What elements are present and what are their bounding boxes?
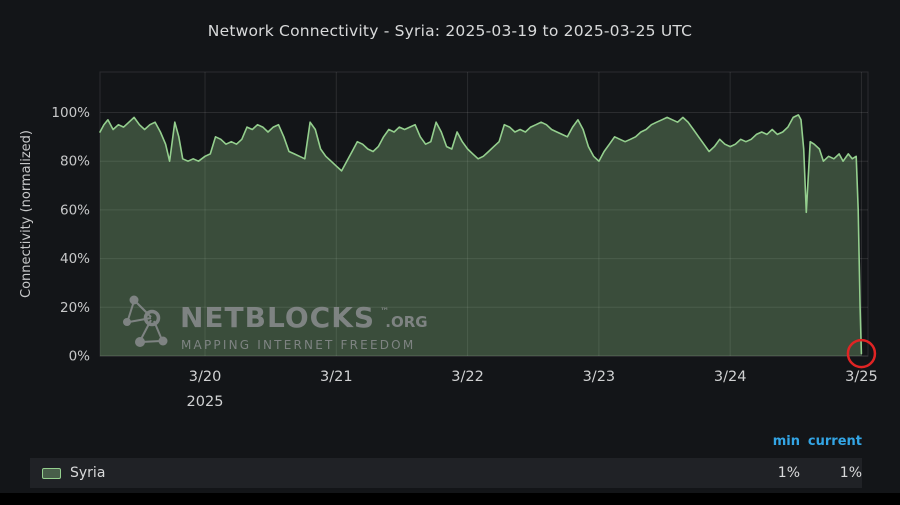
netblocks-watermark: NETBLOCKS ™ .ORG MAPPING INTERNET FREEDO… [123, 295, 428, 352]
legend-row: Syria 1% 1% [30, 458, 862, 488]
series-name-label[interactable]: Syria [70, 465, 106, 481]
x-tick-label: 3/22 [451, 369, 484, 385]
chart-title: Network Connectivity - Syria: 2025-03-19… [207, 22, 693, 40]
legend-header-min[interactable]: min [772, 434, 800, 449]
x-axis-year-label: 2025 [187, 394, 224, 410]
y-tick-label: 20% [60, 300, 90, 316]
y-tick-label: 80% [60, 154, 90, 170]
x-tick-label: 3/21 [320, 369, 353, 385]
x-tick-label: 3/20 [189, 369, 222, 385]
chart-grid [100, 72, 868, 357]
series-line [99, 114, 863, 355]
watermark-tm: ™ [380, 307, 389, 317]
y-tick-label: 0% [69, 349, 91, 365]
x-axis-tick-labels: 3/20 3/21 3/22 3/23 3/24 3/25 [189, 369, 878, 385]
outage-circle-annotation [846, 338, 877, 369]
watermark-wordmark: NETBLOCKS ™ .ORG [180, 299, 428, 334]
legend-header-row: min current [740, 433, 862, 451]
connectivity-chart: NETBLOCKS ™ .ORG MAPPING INTERNET FREEDO… [19, 71, 878, 410]
series-syria [99, 114, 863, 357]
watermark-tagline: MAPPING INTERNET FREEDOM [181, 338, 415, 352]
y-tick-label: 100% [51, 105, 90, 121]
y-axis-title: Connectivity (normalized) [19, 130, 34, 298]
plot-border [99, 71, 869, 357]
watermark-tld: .ORG [385, 313, 427, 331]
bottom-black-bar [0, 493, 900, 505]
x-tick-label: 3/25 [845, 369, 878, 385]
y-tick-label: 60% [60, 202, 90, 218]
y-axis-tick-labels: 0% 20% 40% 60% 80% 100% [51, 105, 90, 365]
x-tick-label: 3/24 [714, 369, 747, 385]
watermark-brand: NETBLOCKS [180, 301, 375, 334]
series-area-fill [100, 114, 862, 357]
series-current-value: 1% [839, 465, 862, 481]
outage-annotation [846, 338, 877, 369]
series-min-value: 1% [777, 465, 800, 481]
plot-area[interactable] [100, 72, 868, 356]
legend-header-current[interactable]: current [807, 434, 862, 449]
legend-values: 1% 1% [740, 465, 862, 481]
x-tick-label: 3/23 [583, 369, 616, 385]
netblocks-logo-icon [123, 295, 168, 347]
y-tick-label: 40% [60, 251, 90, 267]
series-color-swatch[interactable] [42, 467, 61, 479]
